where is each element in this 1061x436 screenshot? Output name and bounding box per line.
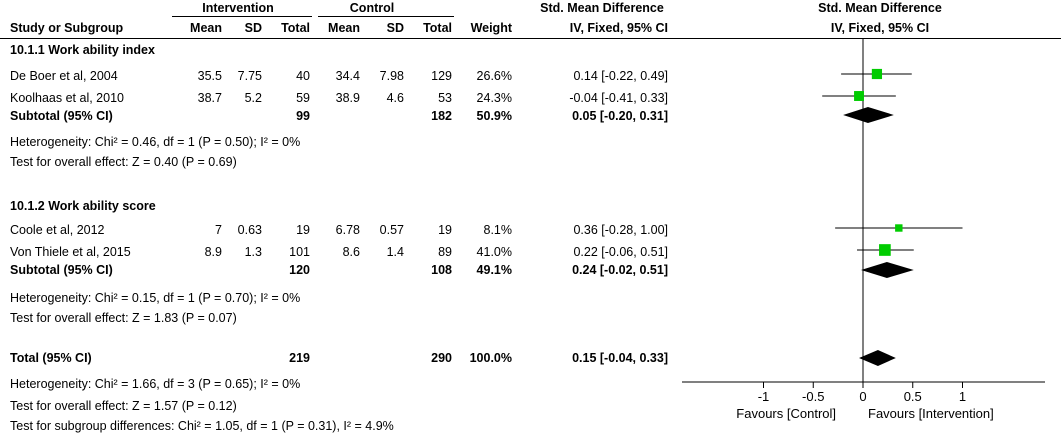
col-mean-i: Mean: [190, 21, 222, 35]
total-total-c: 290: [431, 351, 452, 365]
sd-c: 0.57: [379, 223, 404, 237]
ci: 0.22 [-0.06, 0.51]: [573, 245, 668, 259]
sd-c: 7.98: [379, 69, 404, 83]
study-point: [879, 244, 891, 256]
study-point: [895, 224, 903, 232]
subtotal-ci: 0.24 [-0.02, 0.51]: [572, 263, 668, 277]
study-name: De Boer et al, 2004: [10, 69, 118, 83]
ci: 0.36 [-0.28, 1.00]: [573, 223, 668, 237]
sd-c: 1.4: [386, 245, 404, 259]
axis-tick-label: 1: [959, 389, 966, 404]
heterogeneity-text: Heterogeneity: Chi² = 0.46, df = 1 (P = …: [10, 135, 301, 149]
overall-effect-text: Test for overall effect: Z = 1.83 (P = 0…: [10, 311, 237, 325]
study-name: Koolhaas et al, 2010: [10, 91, 124, 105]
total-ci: 0.15 [-0.04, 0.33]: [572, 351, 668, 365]
subgroup2-title: 10.1.2 Work ability score: [10, 199, 156, 213]
sd-i: 0.63: [237, 223, 262, 237]
subtotal-ci: 0.05 [-0.20, 0.31]: [572, 109, 668, 123]
subtotal-label: Subtotal (95% CI): [10, 263, 113, 277]
study-name: Von Thiele et al, 2015: [10, 245, 131, 259]
subtotal-label: Subtotal (95% CI): [10, 109, 113, 123]
col-weight: Weight: [470, 21, 512, 35]
total-c: 89: [438, 245, 452, 259]
total-c: 129: [431, 69, 452, 83]
summary-diamond: [843, 107, 894, 123]
total-i: 40: [296, 69, 310, 83]
summary-diamond: [859, 350, 896, 366]
axis-tick-label: -1: [758, 389, 770, 404]
header-smd-right: Std. Mean Difference: [818, 1, 942, 15]
favours-right-label: Favours [Intervention]: [868, 406, 994, 421]
mean-i: 35.5: [197, 69, 222, 83]
study-point: [871, 68, 883, 80]
mean-c: 34.4: [335, 69, 360, 83]
header-rule-intervention: [172, 16, 312, 17]
sd-i: 7.75: [237, 69, 262, 83]
header-intervention: Intervention: [202, 1, 274, 15]
col-study: Study or Subgroup: [10, 21, 124, 35]
total-i: 59: [296, 91, 310, 105]
sd-i: 5.2: [244, 91, 262, 105]
col-total-c: Total: [423, 21, 452, 35]
favours-left-label: Favours [Control]: [736, 406, 836, 421]
mean-i: 38.7: [197, 91, 222, 105]
total-label: Total (95% CI): [10, 351, 92, 365]
subtotal-weight: 50.9%: [476, 109, 512, 123]
col-sd-i: SD: [244, 21, 262, 35]
col-sd-c: SD: [386, 21, 404, 35]
subtotal-total-i: 99: [296, 109, 310, 123]
study-name: Coole et al, 2012: [10, 223, 105, 237]
header-rule-control: [318, 16, 454, 17]
total-i: 101: [289, 245, 310, 259]
study-point: [854, 91, 864, 101]
weight: 8.1%: [483, 223, 513, 237]
weight: 41.0%: [476, 245, 512, 259]
mean-c: 6.78: [335, 223, 360, 237]
sd-i: 1.3: [244, 245, 262, 259]
total-overall-effect-text: Test for overall effect: Z = 1.57 (P = 0…: [10, 399, 237, 413]
ci: 0.14 [-0.22, 0.49]: [573, 69, 668, 83]
header-smd-left: Std. Mean Difference: [540, 1, 664, 15]
total-c: 53: [438, 91, 452, 105]
mean-i: 7: [215, 223, 222, 237]
heterogeneity-text: Heterogeneity: Chi² = 0.15, df = 1 (P = …: [10, 291, 301, 305]
header-bottom-rule: [0, 38, 1061, 39]
overall-effect-text: Test for overall effect: Z = 0.40 (P = 0…: [10, 155, 237, 169]
col-mean-c: Mean: [328, 21, 360, 35]
subtotal-weight: 49.1%: [476, 263, 512, 277]
axis-tick-label: 0: [859, 389, 866, 404]
axis-tick-label: -0.5: [802, 389, 824, 404]
subgroup-differences-text: Test for subgroup differences: Chi² = 1.…: [10, 419, 394, 433]
weight: 26.6%: [476, 69, 512, 83]
col-total-i: Total: [281, 21, 310, 35]
total-heterogeneity-text: Heterogeneity: Chi² = 1.66, df = 3 (P = …: [10, 377, 301, 391]
col-ci-right: IV, Fixed, 95% CI: [830, 21, 930, 35]
ci: -0.04 [-0.41, 0.33]: [569, 91, 668, 105]
total-c: 19: [438, 223, 452, 237]
subgroup1-title: 10.1.1 Work ability index: [10, 43, 155, 57]
subtotal-total-i: 120: [289, 263, 310, 277]
total-weight: 100.0%: [469, 351, 512, 365]
subtotal-total-c: 108: [431, 263, 452, 277]
mean-c: 8.6: [342, 245, 360, 259]
mean-i: 8.9: [204, 245, 222, 259]
col-ci-left: IV, Fixed, 95% CI: [569, 21, 668, 35]
subtotal-total-c: 182: [431, 109, 452, 123]
sd-c: 4.6: [386, 91, 404, 105]
weight: 24.3%: [476, 91, 512, 105]
total-total-i: 219: [289, 351, 310, 365]
summary-diamond: [861, 262, 914, 278]
mean-c: 38.9: [335, 91, 360, 105]
axis-tick-label: 0.5: [904, 389, 922, 404]
header-control: Control: [349, 1, 395, 15]
total-i: 19: [296, 223, 310, 237]
